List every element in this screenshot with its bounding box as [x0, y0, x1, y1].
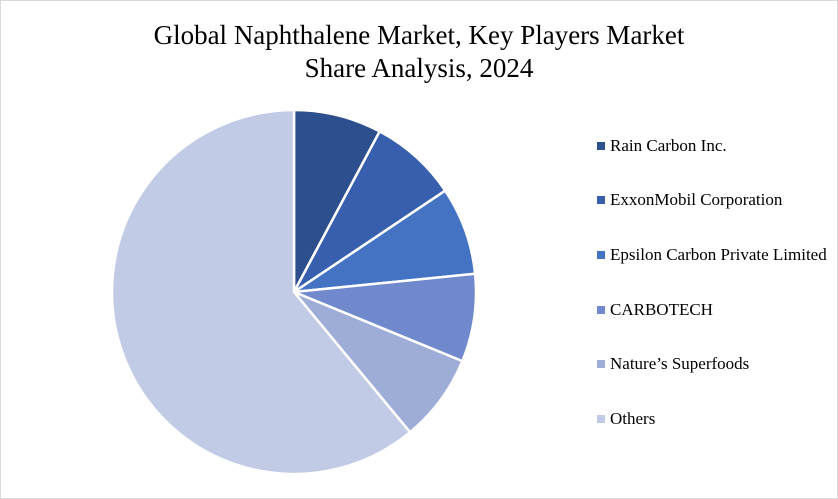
legend-label: CARBOTECH	[610, 300, 713, 319]
legend-swatch	[597, 251, 605, 259]
chart-title-line-2: Share Analysis, 2024	[304, 53, 534, 83]
legend-label: Rain Carbon Inc.	[610, 136, 727, 155]
legend-item-natures-superfoods: Nature’s Superfoods	[597, 353, 832, 374]
legend-item-exxonmobil: ExxonMobil Corporation	[597, 189, 832, 210]
legend-label: Epsilon Carbon Private Limited	[610, 245, 827, 264]
legend-item-epsilon-carbon: Epsilon Carbon Private Limited	[597, 244, 832, 265]
legend-label: Others	[610, 409, 656, 428]
chart-title: Global Naphthalene Market, Key Players M…	[1, 19, 837, 85]
pie-slice-others	[110, 108, 412, 476]
legend-item-rain-carbon: Rain Carbon Inc.	[597, 135, 832, 156]
legend-swatch	[597, 196, 605, 204]
legend-label: Nature’s Superfoods	[610, 354, 750, 373]
legend-label: ExxonMobil Corporation	[610, 190, 783, 209]
legend-item-others: Others	[597, 408, 832, 429]
legend-swatch	[597, 306, 605, 314]
legend-swatch	[597, 415, 605, 423]
legend-swatch	[597, 142, 605, 150]
legend-item-carbotech: CARBOTECH	[597, 299, 832, 320]
legend-swatch	[597, 360, 605, 368]
chart-title-line-1: Global Naphthalene Market, Key Players M…	[153, 20, 685, 50]
